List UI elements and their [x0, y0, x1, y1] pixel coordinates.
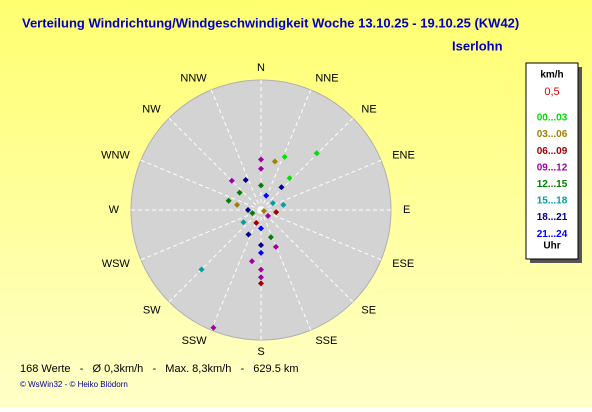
data-point: [258, 225, 264, 232]
radial-line: [260, 159, 382, 211]
data-point: [225, 197, 232, 204]
direction-label: SSE: [315, 335, 337, 347]
data-point: [258, 274, 264, 281]
data-point: [228, 177, 235, 184]
legend-entry: 06...09: [537, 146, 568, 157]
data-point: [242, 177, 249, 184]
radial-line: [168, 117, 262, 211]
radial-line: [260, 209, 382, 261]
legend-entry: 03...06: [537, 129, 568, 140]
data-point: [271, 158, 278, 165]
direction-label: SSW: [182, 335, 208, 347]
radial-line: [260, 209, 312, 331]
legend-scale: 0,5: [544, 86, 559, 98]
data-point: [272, 243, 279, 250]
data-point: [313, 150, 320, 157]
direction-label: NNE: [315, 73, 338, 85]
data-point: [258, 156, 264, 163]
radial-line: [210, 89, 262, 211]
legend-unit: km/h: [540, 70, 563, 81]
direction-label: E: [403, 204, 410, 216]
stats: 168 Werte - Ø 0,3km/h - Max. 8,3km/h - 6…: [20, 363, 299, 375]
data-point: [273, 209, 280, 216]
data-point: [280, 201, 287, 208]
data-point: [258, 242, 264, 249]
legend-entry: 18...21: [537, 212, 568, 223]
direction-label: NW: [142, 103, 161, 115]
direction-label: NNW: [180, 73, 207, 85]
data-point: [248, 258, 255, 265]
direction-label: WSW: [102, 258, 131, 270]
direction-label: W: [109, 204, 120, 216]
radial-line: [140, 159, 262, 211]
chart-title: Verteilung Windrichtung/Windgeschwindigk…: [22, 15, 519, 30]
legend-entry: 09...12: [537, 162, 568, 173]
direction-label: ENE: [392, 150, 415, 162]
direction-label: SW: [143, 304, 161, 316]
legend-entry: 21...24: [537, 229, 568, 240]
direction-label: WNW: [101, 150, 130, 162]
legend-entry: 12...15: [537, 179, 568, 190]
radial-line: [260, 209, 354, 303]
data-point: [265, 212, 272, 219]
data-point: [258, 165, 264, 172]
data-point: [258, 182, 264, 189]
data-point: [260, 208, 267, 215]
radial-line: [210, 209, 262, 331]
data-point: [278, 184, 285, 191]
data-point: [269, 200, 276, 207]
data-point: [249, 210, 256, 217]
data-point: [258, 280, 264, 287]
legend-entry: 00...03: [537, 113, 568, 124]
data-point: [245, 231, 252, 238]
legend-entry: 15...18: [537, 196, 568, 207]
direction-label: S: [257, 346, 264, 358]
radial-line: [168, 209, 262, 303]
data-point: [198, 266, 205, 273]
radial-line: [260, 89, 312, 211]
radial-line: [260, 117, 354, 211]
legend-box: [525, 62, 579, 260]
data-point: [240, 219, 247, 226]
data-point: [258, 249, 264, 256]
direction-label: ESE: [392, 258, 414, 270]
chart-subtitle: Iserlohn: [452, 38, 503, 53]
direction-label: N: [257, 62, 265, 74]
footer: © WsWin32 - © Heiko Blödorn: [20, 380, 128, 389]
data-point: [245, 207, 251, 213]
data-point: [267, 234, 274, 241]
data-point: [210, 324, 217, 331]
radial-line: [140, 209, 262, 261]
data-point: [281, 153, 288, 160]
direction-label: NE: [361, 103, 376, 115]
data-point: [236, 189, 243, 196]
data-point: [258, 266, 264, 273]
data-point: [253, 219, 260, 226]
data-point: [234, 201, 241, 208]
legend-footer: Uhr: [543, 241, 560, 252]
direction-label: SE: [361, 304, 376, 316]
data-point: [286, 175, 293, 182]
data-point: [263, 192, 270, 199]
